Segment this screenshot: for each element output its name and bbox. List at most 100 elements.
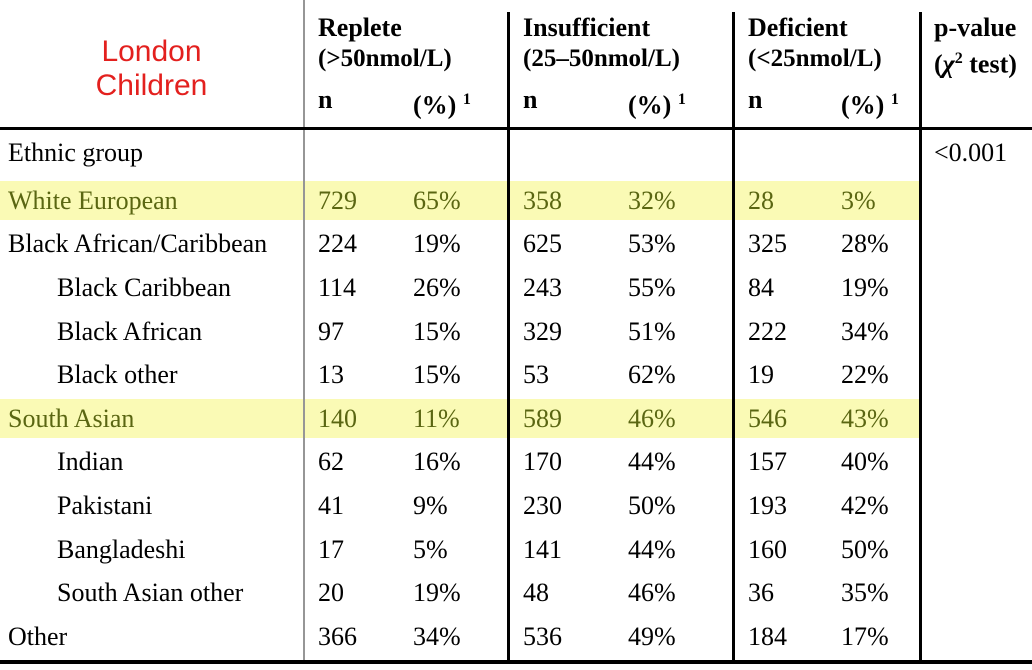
n-column-header: n bbox=[318, 85, 333, 115]
header-separator-line bbox=[0, 127, 1032, 130]
column-divider-gray bbox=[303, 0, 305, 663]
deficient-n-value: 160 bbox=[748, 534, 787, 564]
deficient-cell: 193 42% bbox=[733, 484, 920, 528]
table-title-cell: London Children bbox=[0, 0, 303, 127]
insufficient-pct-value: 44% bbox=[628, 447, 676, 477]
pct-column-header: (%) 1 bbox=[841, 91, 899, 120]
table-bottom-line bbox=[0, 660, 1032, 664]
insufficient-cell: 53 62% bbox=[508, 353, 733, 397]
p-value-cell bbox=[920, 614, 1032, 659]
deficient-cell: 325 28% bbox=[733, 223, 920, 267]
column-name: Deficient bbox=[748, 13, 848, 42]
deficient-pct-value: 17% bbox=[841, 621, 889, 651]
deficient-cell: 184 17% bbox=[733, 615, 920, 659]
replete-cell: 41 9% bbox=[303, 484, 508, 528]
p-value-cell bbox=[920, 179, 1032, 223]
table-row: Black African/Caribbean 224 19% 625 53% … bbox=[0, 222, 1032, 267]
insufficient-pct-value: 32% bbox=[628, 185, 676, 215]
ethnic-group-label: Ethnic group bbox=[8, 138, 144, 167]
insufficient-cell: 170 44% bbox=[508, 441, 733, 485]
ethnic-group-label: Indian bbox=[57, 447, 124, 477]
p-value-cell bbox=[920, 440, 1032, 485]
deficient-cell bbox=[733, 127, 920, 179]
deficient-n-value: 184 bbox=[748, 621, 787, 651]
replete-n-value: 41 bbox=[318, 490, 344, 520]
pct-column-header: (%) 1 bbox=[413, 91, 471, 120]
deficient-n-value: 36 bbox=[748, 578, 774, 608]
deficient-cell: 546 43% bbox=[733, 397, 920, 441]
footnote-marker: 1 bbox=[890, 91, 899, 109]
ethnic-group-label: Bangladeshi bbox=[57, 534, 186, 564]
deficient-n-value: 28 bbox=[748, 185, 774, 215]
deficient-n-value: 19 bbox=[748, 360, 774, 390]
insufficient-n-value: 53 bbox=[523, 360, 549, 390]
insufficient-pct-value: 46% bbox=[628, 403, 676, 433]
deficient-n-value: 222 bbox=[748, 316, 787, 346]
deficient-pct-value: 3% bbox=[841, 185, 876, 215]
insufficient-n-value: 243 bbox=[523, 272, 562, 302]
table-row: Black other 13 15% 53 62% 19 22% bbox=[0, 353, 1032, 397]
deficient-n-value: 193 bbox=[748, 490, 787, 520]
table-header: London Children Replete (>50nmol/L) n (%… bbox=[0, 0, 1032, 127]
insufficient-n-value: 170 bbox=[523, 447, 562, 477]
ethnic-group-label: Black other bbox=[57, 360, 178, 390]
replete-n-value: 20 bbox=[318, 578, 344, 608]
insufficient-cell: 625 53% bbox=[508, 223, 733, 267]
insufficient-n-value: 141 bbox=[523, 534, 562, 564]
column-name: Replete bbox=[318, 13, 402, 42]
replete-cell bbox=[303, 127, 508, 179]
insufficient-n-value: 48 bbox=[523, 578, 549, 608]
replete-cell: 729 65% bbox=[303, 179, 508, 223]
pvalue-label: p-value bbox=[934, 13, 1017, 42]
table-body: Ethnic group <0.001 White European 729 6… bbox=[0, 127, 1032, 659]
replete-n-value: 97 bbox=[318, 316, 344, 346]
replete-n-value: 114 bbox=[318, 272, 357, 302]
insufficient-cell: 141 44% bbox=[508, 528, 733, 572]
deficient-cell: 19 22% bbox=[733, 353, 920, 397]
table-row: Indian 62 16% 170 44% 157 40% bbox=[0, 440, 1032, 485]
replete-pct-value: 65% bbox=[413, 185, 461, 215]
deficient-pct-value: 22% bbox=[841, 360, 889, 390]
ethnic-group-label: Black African bbox=[57, 316, 203, 346]
p-value-cell bbox=[920, 484, 1032, 528]
pct-column-header: (%) 1 bbox=[628, 91, 686, 120]
p-value-cell bbox=[920, 571, 1032, 615]
p-value-cell bbox=[920, 222, 1032, 267]
deficient-cell: 84 19% bbox=[733, 266, 920, 310]
deficient-cell: 28 3% bbox=[733, 179, 920, 223]
insufficient-cell: 589 46% bbox=[508, 397, 733, 441]
replete-pct-value: 26% bbox=[413, 272, 461, 302]
deficient-n-value: 546 bbox=[748, 403, 787, 433]
column-divider-deficient-pvalue bbox=[919, 12, 922, 663]
replete-pct-value: 5% bbox=[413, 534, 448, 564]
deficient-cell: 36 35% bbox=[733, 571, 920, 615]
deficient-cell: 222 34% bbox=[733, 310, 920, 354]
insufficient-pct-value: 44% bbox=[628, 534, 676, 564]
insufficient-cell bbox=[508, 127, 733, 179]
table-row: Black African 97 15% 329 51% 222 34% bbox=[0, 309, 1032, 354]
deficient-pct-value: 34% bbox=[841, 316, 889, 346]
table-row: Black Caribbean 114 26% 243 55% 84 19% bbox=[0, 266, 1032, 310]
insufficient-n-value: 230 bbox=[523, 490, 562, 520]
ethnic-group-label: Other bbox=[8, 621, 68, 651]
replete-n-value: 729 bbox=[318, 185, 357, 215]
subheader: n (%) 1 bbox=[748, 84, 920, 121]
p-value-cell bbox=[920, 396, 1032, 441]
deficient-cell: 160 50% bbox=[733, 528, 920, 572]
subheader: n (%) 1 bbox=[523, 84, 733, 121]
replete-n-value: 13 bbox=[318, 360, 344, 390]
table-row: Ethnic group <0.001 bbox=[0, 127, 1032, 179]
insufficient-pct-value: 62% bbox=[628, 360, 676, 390]
deficient-pct-value: 43% bbox=[841, 403, 889, 433]
replete-cell: 97 15% bbox=[303, 310, 508, 354]
replete-pct-value: 34% bbox=[413, 621, 461, 651]
n-column-header: n bbox=[523, 85, 538, 115]
n-column-header: n bbox=[748, 85, 763, 115]
replete-pct-value: 11% bbox=[413, 403, 460, 433]
replete-n-value: 140 bbox=[318, 403, 357, 433]
deficient-cell: 157 40% bbox=[733, 441, 920, 485]
replete-cell: 20 19% bbox=[303, 571, 508, 615]
replete-n-value: 17 bbox=[318, 534, 344, 564]
replete-pct-value: 19% bbox=[413, 578, 461, 608]
